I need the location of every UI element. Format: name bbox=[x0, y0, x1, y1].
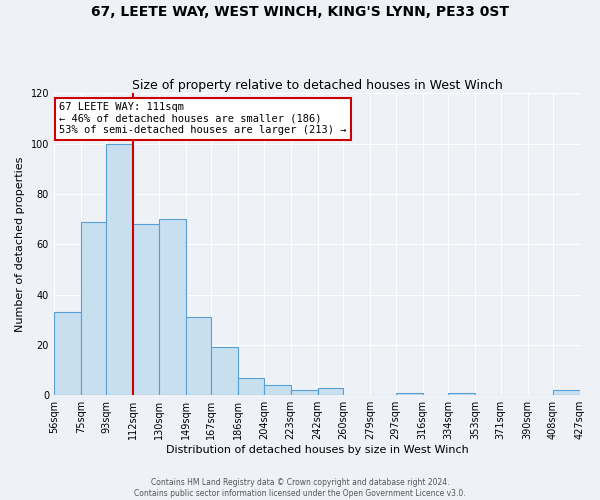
Title: Size of property relative to detached houses in West Winch: Size of property relative to detached ho… bbox=[131, 79, 502, 92]
Text: 67, LEETE WAY, WEST WINCH, KING'S LYNN, PE33 0ST: 67, LEETE WAY, WEST WINCH, KING'S LYNN, … bbox=[91, 5, 509, 19]
Bar bbox=[106, 144, 133, 395]
Y-axis label: Number of detached properties: Number of detached properties bbox=[15, 156, 25, 332]
Bar bbox=[133, 224, 159, 395]
Bar bbox=[238, 378, 264, 395]
X-axis label: Distribution of detached houses by size in West Winch: Distribution of detached houses by size … bbox=[166, 445, 469, 455]
Bar bbox=[291, 390, 317, 395]
Bar bbox=[395, 392, 422, 395]
Bar bbox=[264, 385, 291, 395]
Bar bbox=[186, 317, 211, 395]
Text: Contains HM Land Registry data © Crown copyright and database right 2024.
Contai: Contains HM Land Registry data © Crown c… bbox=[134, 478, 466, 498]
Bar bbox=[211, 348, 238, 395]
Bar bbox=[54, 312, 81, 395]
Bar bbox=[448, 392, 475, 395]
Text: 67 LEETE WAY: 111sqm
← 46% of detached houses are smaller (186)
53% of semi-deta: 67 LEETE WAY: 111sqm ← 46% of detached h… bbox=[59, 102, 347, 136]
Bar bbox=[159, 219, 186, 395]
Bar bbox=[553, 390, 580, 395]
Bar bbox=[81, 222, 106, 395]
Bar bbox=[317, 388, 343, 395]
